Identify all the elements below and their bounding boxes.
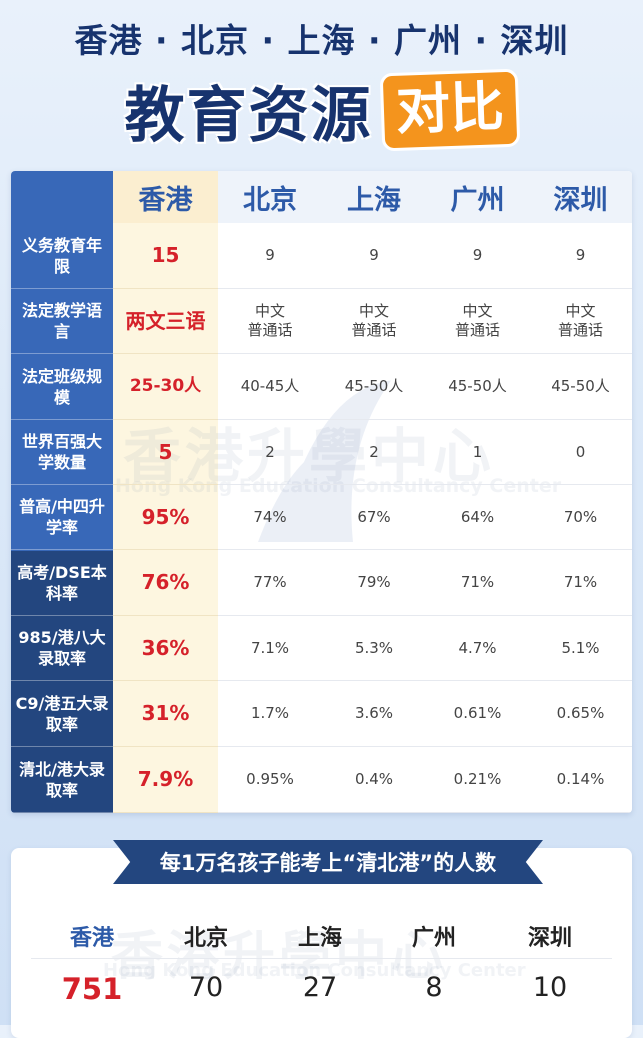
column-header: 深圳 (529, 171, 632, 223)
cities-line: 香港 · 北京 · 上海 · 广州 · 深圳 (74, 21, 569, 60)
table-cell: 0.21% (426, 747, 529, 813)
bottom-city-value: 27 (302, 972, 338, 1003)
table-cell: 45-50人 (322, 354, 426, 420)
table-cell: 45-50人 (529, 354, 632, 420)
table-cell: 0 (529, 420, 632, 485)
header: 香港 · 北京 · 上海 · 广州 · 深圳 教育资源 对比 (0, 0, 643, 165)
table-cell: 9 (218, 223, 322, 289)
table-cell: 0.65% (529, 681, 632, 747)
table-cell: 9 (322, 223, 426, 289)
table-cell: 0.61% (426, 681, 529, 747)
table-cell: 71% (426, 550, 529, 616)
bottom-city-name: 广州 (411, 926, 456, 951)
comparison-table: 香港升學中心 Hong Kong Education Consultancy C… (11, 171, 632, 813)
table-cell: 67% (322, 485, 426, 550)
title-row: 教育资源 对比 (0, 68, 643, 152)
hongkong-cell: 5 (113, 420, 218, 485)
table-header-row: 香港 北京 上海 广州 深圳 (11, 171, 632, 223)
label-column-dark-bg (11, 551, 113, 813)
table-cell: 1 (426, 420, 529, 485)
bottom-city-value: 8 (425, 972, 443, 1003)
table-cell: 2 (218, 420, 322, 485)
table-cell: 70% (529, 485, 632, 550)
hongkong-cell: 15 (113, 223, 218, 289)
table-cell: 45-50人 (426, 354, 529, 420)
row-label: 普高/中四升学率 (11, 485, 113, 550)
table-cell: 5.3% (322, 616, 426, 681)
hongkong-cell: 76% (113, 550, 218, 616)
row-label: 世界百强大学数量 (11, 420, 113, 485)
hongkong-cell: 36% (113, 616, 218, 681)
column-header: 上海 (322, 171, 428, 223)
bottom-city-name: 香港 (69, 926, 114, 951)
table-row: 高考/DSE本科率 76% 77% 79% 71% 71% (11, 550, 632, 616)
watermark-logo-icon (258, 380, 391, 542)
hongkong-column-bg (113, 171, 218, 813)
table-cell: 中文 普通话 (218, 289, 322, 354)
table-cell: 9 (426, 223, 529, 289)
table-cell: 0.95% (218, 747, 322, 813)
bottom-city-value: 10 (532, 972, 568, 1003)
table-row: 义务教育年限 15 9 9 9 9 (11, 223, 632, 289)
table-row: 清北/港大录取率 7.9% 0.95% 0.4% 0.21% 0.14% (11, 747, 632, 813)
hongkong-cell: 95% (113, 485, 218, 550)
table-cell: 1.7% (218, 681, 322, 747)
column-header: 香港 (113, 171, 220, 223)
table-row: 法定班级规模 25-30人 40-45人 45-50人 45-50人 45-50人 (11, 354, 632, 420)
table-cell: 中文 普通话 (426, 289, 529, 354)
table-row: 法定教学语言 两文三语 中文 普通话 中文 普通话 中文 普通话 中文 普通话 (11, 289, 632, 354)
bottom-city-name: 北京 (183, 926, 228, 951)
bottom-city-value: 70 (188, 972, 224, 1003)
bottom-city-name: 上海 (297, 926, 342, 951)
row-label: 法定班级规模 (11, 354, 113, 420)
table-cell: 7.1% (218, 616, 322, 681)
page-title: 教育资源 (124, 80, 373, 151)
table-cell: 中文 普通话 (322, 289, 426, 354)
title-badge: 对比 (379, 68, 520, 152)
row-label: 义务教育年限 (11, 223, 113, 289)
bottom-ribbon-title: 每1万名孩子能考上“清北港”的人数 (113, 840, 543, 884)
hongkong-cell: 31% (113, 681, 218, 747)
table-cell: 中文 普通话 (529, 289, 632, 354)
bottom-city-value: 751 (61, 972, 123, 1006)
table-cell: 3.6% (322, 681, 426, 747)
row-label: 清北/港大录取率 (11, 747, 113, 813)
bottom-city-name: 深圳 (527, 926, 572, 951)
table-row: 世界百强大学数量 5 2 2 1 0 (11, 420, 632, 485)
row-label: 高考/DSE本科率 (11, 550, 113, 616)
hongkong-cell: 7.9% (113, 747, 218, 813)
table-cell: 79% (322, 550, 426, 616)
table-cell: 71% (529, 550, 632, 616)
table-cell: 0.14% (529, 747, 632, 813)
row-label: 985/港八大录取率 (11, 616, 113, 681)
table-row: 普高/中四升学率 95% 74% 67% 64% 70% (11, 485, 632, 550)
bottom-card: 每1万名孩子能考上“清北港”的人数 香港升學中心 Hong Kong Educa… (11, 840, 632, 1038)
table-cell: 2 (322, 420, 426, 485)
table-cell: 64% (426, 485, 529, 550)
column-header: 广州 (426, 171, 531, 223)
table-cell: 40-45人 (218, 354, 322, 420)
column-header: 北京 (218, 171, 324, 223)
table-cell: 4.7% (426, 616, 529, 681)
table-cell: 5.1% (529, 616, 632, 681)
table-row: C9/港五大录取率 31% 1.7% 3.6% 0.61% 0.65% (11, 681, 632, 747)
table-cell: 0.4% (322, 747, 426, 813)
row-label: C9/港五大录取率 (11, 681, 113, 747)
table-cell: 77% (218, 550, 322, 616)
hongkong-cell: 两文三语 (113, 289, 218, 354)
table-cell: 74% (218, 485, 322, 550)
row-label: 法定教学语言 (11, 289, 113, 354)
table-row: 985/港八大录取率 36% 7.1% 5.3% 4.7% 5.1% (11, 616, 632, 681)
label-column-bg (11, 171, 113, 813)
bottom-divider (31, 958, 612, 959)
table-cell: 9 (529, 223, 632, 289)
hongkong-cell: 25-30人 (113, 354, 218, 420)
